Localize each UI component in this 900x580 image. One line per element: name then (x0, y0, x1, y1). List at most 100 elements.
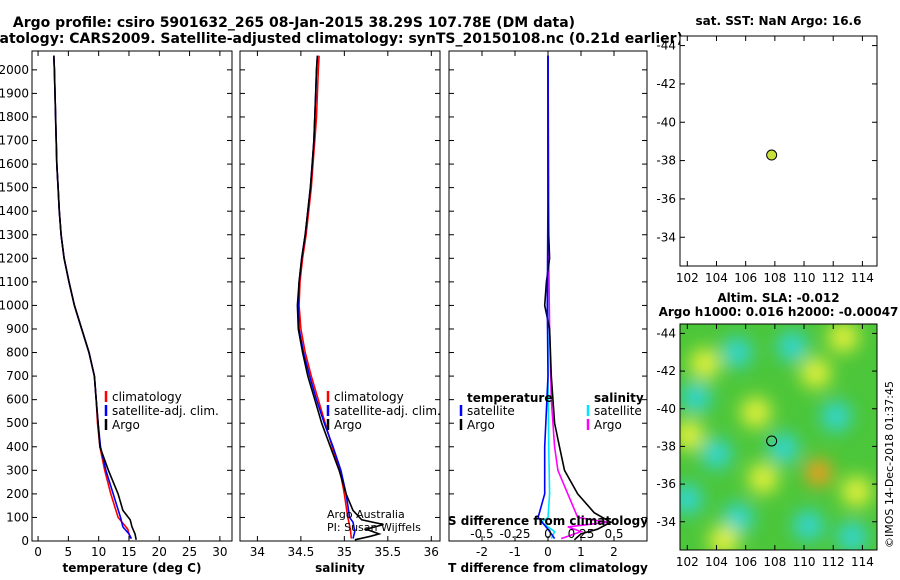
x-tick-label: 102 (676, 271, 699, 285)
x-axis-label: T difference from climatology (448, 561, 648, 575)
x-tick-label: 106 (734, 271, 757, 285)
imos-stamp: ©IMOS 14-Dec-2018 01:37:45 (883, 381, 896, 548)
x-tick-label: 114 (851, 271, 874, 285)
x-tick-label: 104 (705, 555, 728, 569)
y-tick-label: 1800 (0, 110, 29, 124)
y-tick-label: 0 (21, 534, 29, 548)
y-tick-label: 800 (6, 346, 29, 360)
heatmap-cell-cyan (837, 521, 868, 550)
x-axis-label: salinity (315, 561, 365, 575)
plot-frame (31, 50, 233, 542)
x-tick-label: 102 (676, 555, 699, 569)
y-tick-label: 500 (6, 416, 29, 430)
x-tick-label: 112 (822, 271, 845, 285)
y-tick-label: -36 (656, 192, 676, 206)
y-tick-label: 1400 (0, 204, 29, 218)
x-tick-label: 108 (763, 271, 786, 285)
legend-label-satellite: satellite-adj. clim. (112, 404, 219, 418)
y-tick-label: 1200 (0, 251, 29, 265)
series-t-argo (543, 55, 613, 541)
heatmap-cell-yellow (828, 324, 859, 353)
salinity-panel: 34 34.5 35 35.5 36 salinity climatologysatelli… (239, 50, 441, 575)
x-tick-label: 112 (822, 555, 845, 569)
y-tick-label: 2000 (0, 63, 29, 77)
legend-label-satellite: satellite-adj. clim. (334, 404, 441, 418)
x-tick-label: 114 (851, 555, 874, 569)
y-tick-label: -38 (656, 439, 676, 453)
x-tick-label: 35.5 (374, 545, 401, 559)
heatmap-cell-cyan (681, 382, 712, 413)
x-tick-label: 1 (577, 545, 585, 559)
heatmap-cell-yellow (800, 357, 831, 388)
x-tick-label: 36 (424, 545, 439, 559)
y-tick-label: 400 (6, 440, 29, 454)
y-tick-label: -44 (656, 39, 676, 53)
legend-label-s-satellite: satellite (594, 404, 642, 418)
heatmap-cell-cyan (680, 484, 703, 515)
sst-map-panel: 102 104 106 108 110 112 114 -44 -42 -40 -38 -36 -34 s… (656, 14, 878, 285)
heatmap-cell-cyan (701, 438, 732, 469)
map-title: Altim. SLA: -0.012 (717, 291, 839, 305)
heatmap-cell-cyan (821, 401, 852, 432)
y-tick-label: -38 (656, 154, 676, 168)
heatmap-cell-yellow (680, 420, 704, 451)
x-tick-label: 108 (763, 555, 786, 569)
difference-panel: -2 -1 0 1 2 T difference from climatology S di… (448, 50, 648, 575)
legend-label-s-argo: Argo (594, 418, 622, 432)
x-tick-label: 10 (91, 545, 106, 559)
credit-pi: PI: Susan Wijffels (327, 521, 421, 534)
y-tick-label: -36 (656, 477, 676, 491)
y-tick-label: -34 (656, 230, 676, 244)
heatmap-cell-yellow (708, 525, 739, 550)
map-frame (679, 323, 878, 551)
argo-float-marker (766, 435, 778, 447)
legend-label-climatology: climatology (334, 390, 404, 404)
heatmap-cell-cyan (793, 510, 824, 541)
legend-title-salinity: salinity (594, 391, 644, 405)
heatmap-cell-cyan (721, 337, 752, 368)
y-tick-label: 900 (6, 322, 29, 336)
heatmap-cell-orange (805, 459, 832, 486)
top-axis-label: S difference from climatology (448, 514, 648, 528)
x-tick-label: 15 (121, 545, 136, 559)
y-tick-label: 1900 (0, 86, 29, 100)
series-t-satellite (537, 55, 556, 540)
header-line-1: Argo profile: csiro 5901632_265 08-Jan-2… (13, 15, 575, 31)
y-tick-label: 1300 (0, 228, 29, 242)
legend-label-t-argo: Argo (467, 418, 495, 432)
heatmap-cell-yellow (740, 397, 771, 428)
legend-label-argo: Argo (334, 418, 362, 432)
legend-title-temperature: temperature (467, 391, 552, 405)
y-tick-label: 1000 (0, 298, 29, 312)
y-tick-label: -44 (656, 326, 676, 340)
credit-org: Argo Australia (327, 508, 405, 521)
heatmap-field (680, 324, 872, 550)
y-tick-label: 100 (6, 510, 29, 524)
top-tick-label: 0.25 (568, 527, 595, 541)
map-title: sat. SST: NaN Argo: 16.6 (696, 14, 862, 28)
x-tick-label: 5 (65, 545, 73, 559)
map-subtitle: Argo h1000: 0.016 h2000: -0.00047 (659, 305, 899, 319)
x-tick-label: 35 (337, 545, 352, 559)
x-tick-label: 34 (250, 545, 265, 559)
y-tick-label: -40 (656, 115, 676, 129)
y-tick-label: 1600 (0, 157, 29, 171)
series-argo (296, 55, 384, 541)
series-s-argo (547, 55, 608, 540)
y-tick-label: -42 (656, 364, 676, 378)
series-satellite-adj-clim- (297, 55, 356, 539)
x-tick-label: 30 (212, 545, 227, 559)
y-tick-label: 1500 (0, 181, 29, 195)
heatmap-cell-cyan (768, 433, 799, 464)
x-tick-label: 110 (793, 555, 816, 569)
x-tick-label: -1 (509, 545, 521, 559)
legend-label-argo: Argo (112, 418, 140, 432)
series-satellite-adj-clim- (53, 55, 133, 539)
sla-map-panel: 102 104 106 108 110 112 114 -44 -42 -40 -38 -36 -34 A… (656, 291, 898, 569)
heatmap-cell-cyan (723, 502, 754, 533)
y-tick-label: 1700 (0, 134, 29, 148)
y-tick-label: -40 (656, 402, 676, 416)
x-tick-label: 110 (793, 271, 816, 285)
x-tick-label: 2 (610, 545, 618, 559)
